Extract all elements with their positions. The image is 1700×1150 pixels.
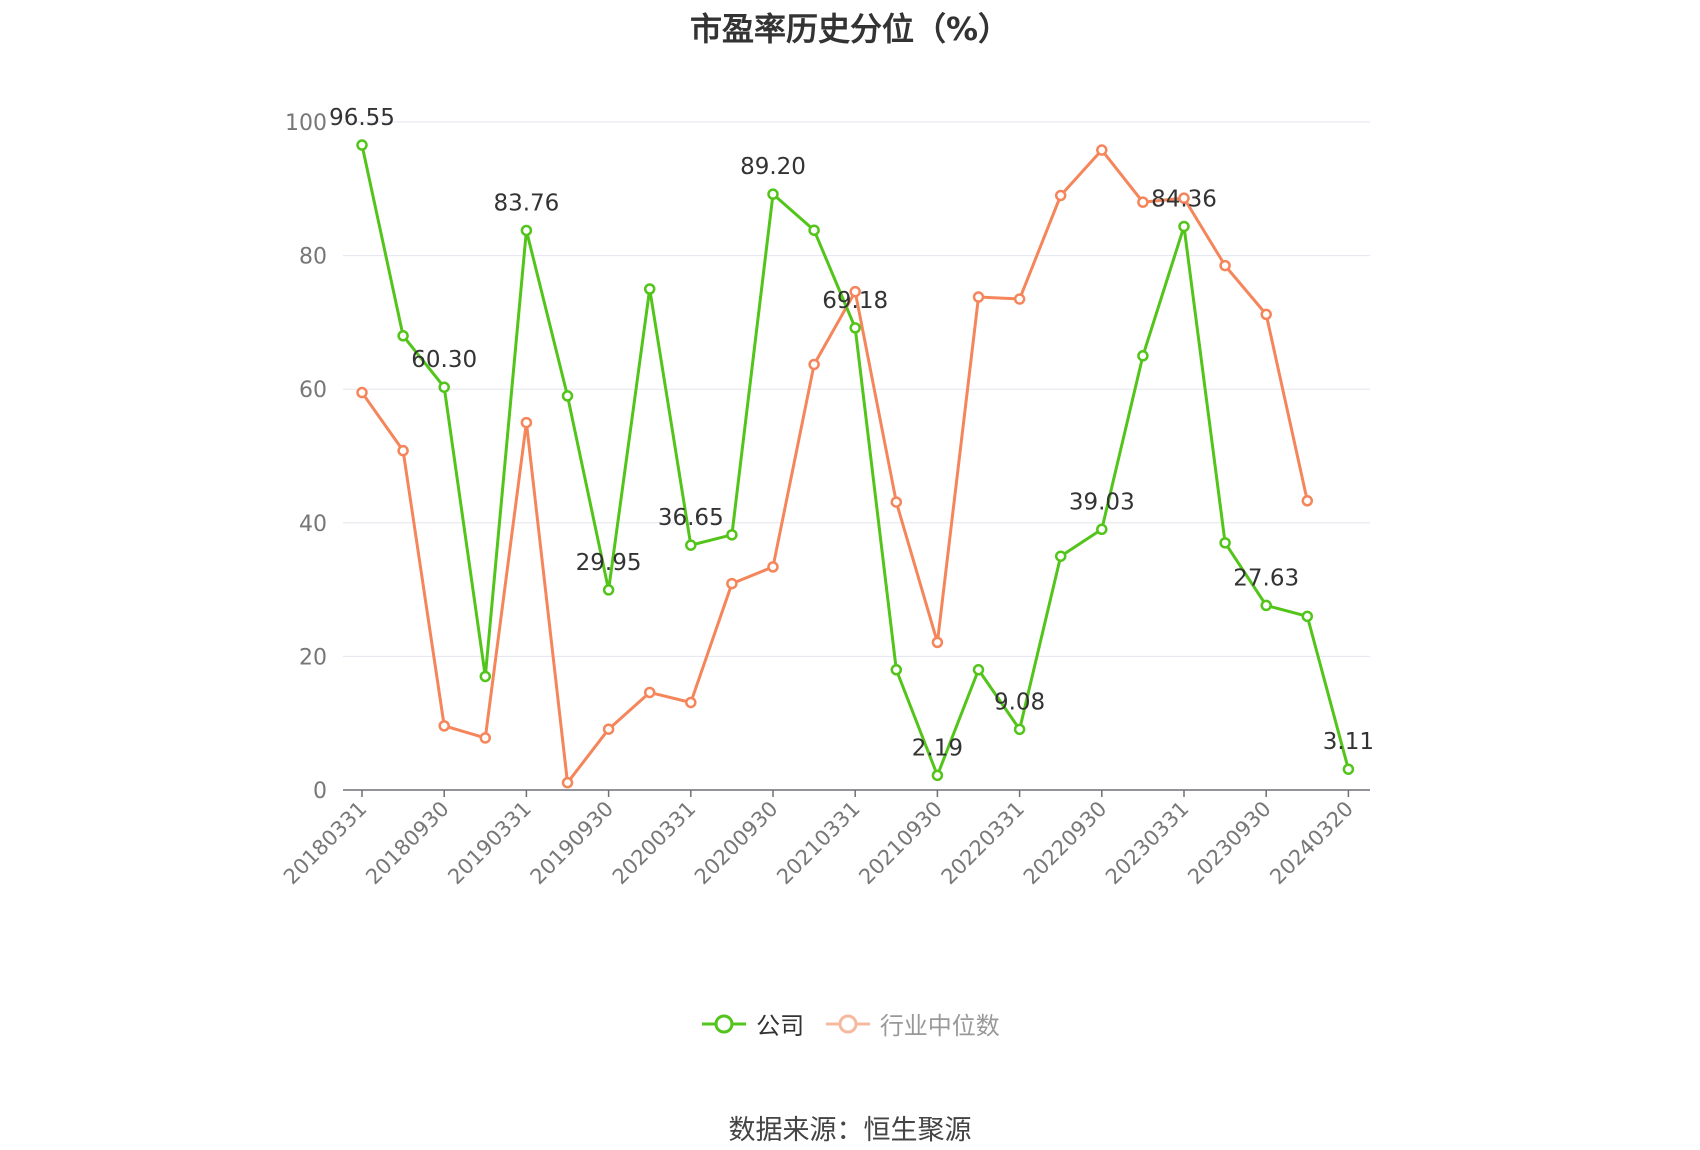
industry-point (890, 496, 903, 508)
company-point (643, 283, 656, 295)
x-tick-label: 20180331 (279, 797, 372, 890)
industry-point (1137, 196, 1149, 208)
industry-point (1013, 293, 1026, 305)
industry-point (438, 720, 450, 732)
company-point (890, 664, 903, 676)
company-point (602, 584, 615, 596)
industry-point (931, 636, 944, 649)
industry-point (356, 386, 368, 399)
industry-point (1219, 259, 1231, 272)
legend: 公司 行业中位数 (0, 1006, 1700, 1043)
company-point (931, 769, 944, 782)
x-tick-label: 20190930 (526, 797, 619, 890)
company-point (685, 539, 697, 551)
company-point (561, 390, 574, 402)
x-tick-label: 20210331 (772, 797, 865, 890)
industry-point (479, 732, 492, 744)
company-data-label: 83.76 (493, 190, 559, 216)
y-tick-label: 40 (299, 512, 327, 537)
company-point (1096, 523, 1108, 536)
industry-point (1260, 308, 1272, 321)
chart-title: 市盈率历史分位（%） (689, 10, 1011, 48)
company-data-label: 39.03 (1069, 489, 1135, 515)
company-point (438, 381, 450, 393)
legend-item-company[interactable]: 公司 (700, 1006, 804, 1041)
x-tick-label: 20200331 (608, 797, 701, 890)
industry-point (726, 577, 738, 590)
company-point (1013, 723, 1026, 736)
company-data-label: 96.55 (329, 105, 395, 131)
company-point (1342, 763, 1355, 775)
company-point (849, 322, 861, 334)
data-source-note: 数据来源：恒生聚源 (728, 1115, 972, 1146)
company-data-label: 2.19 (912, 735, 963, 761)
x-tick-label: 20180930 (361, 797, 454, 890)
industry-point (561, 776, 574, 789)
company-point (1301, 610, 1314, 623)
company-point (726, 529, 738, 541)
data-labels: 96.55 60.30 83.76 29.95 36.65 89.20 69.18 2.19 9… (329, 105, 1374, 761)
industry-point (1178, 192, 1190, 204)
company-point (397, 330, 409, 342)
industry-point (1301, 495, 1314, 507)
company-point (1178, 220, 1190, 233)
x-tick-label: 20220930 (1019, 797, 1112, 890)
industry-point (972, 291, 985, 303)
x-tick-label: 20200930 (690, 797, 783, 890)
industry-point (808, 358, 820, 371)
x-tick-label: 20240320 (1265, 797, 1358, 890)
company-data-label: 27.63 (1233, 565, 1299, 591)
company-data-label: 3.11 (1323, 729, 1374, 755)
company-data-label: 60.30 (411, 347, 477, 373)
company-point (1054, 550, 1067, 562)
company-point (1137, 350, 1149, 362)
legend-industry-marker-icon (825, 1014, 870, 1033)
company-point (972, 664, 985, 676)
y-tick-label: 20 (299, 645, 327, 670)
y-tick-label: 0 (313, 779, 327, 804)
legend-label-industry: 行业中位数 (879, 1012, 1000, 1040)
company-point (479, 670, 492, 683)
company-line (360, 144, 1350, 777)
y-tick-label: 80 (299, 245, 327, 270)
industry-point (1054, 189, 1067, 202)
x-tick-label: 20190331 (443, 797, 536, 890)
company-point (1260, 599, 1272, 612)
company-point (767, 188, 779, 200)
company-data-label: 69.18 (822, 288, 888, 314)
company-data-label: 36.65 (658, 505, 724, 531)
y-tick-label: 100 (285, 111, 327, 136)
company-data-label: 9.08 (994, 689, 1045, 715)
industry-point (767, 561, 779, 573)
industry-point (520, 416, 533, 429)
industry-point (397, 444, 409, 457)
legend-company-marker-icon (702, 1014, 747, 1033)
x-tick-label: 20230331 (1101, 797, 1194, 890)
industry-line (360, 148, 1309, 785)
company-point (520, 224, 533, 237)
company-data-label: 89.20 (740, 154, 806, 180)
company-point (1219, 537, 1231, 549)
industry-point (643, 686, 656, 699)
industry-point (1096, 144, 1108, 156)
x-tick-label: 20210930 (854, 797, 947, 890)
y-tick-label: 60 (299, 378, 327, 403)
series-lines (356, 139, 1355, 789)
x-tick-label: 20230930 (1183, 797, 1276, 890)
axes: 0 20 40 60 80 100 2018033120180930201903312019… (279, 111, 1370, 889)
company-data-label: 29.95 (576, 550, 642, 576)
industry-point (685, 696, 697, 709)
industry-point (849, 285, 861, 298)
company-point (808, 224, 820, 236)
industry-point (602, 723, 615, 735)
legend-label-company: 公司 (756, 1012, 805, 1040)
company-point (356, 139, 368, 151)
x-tick-label: 20220331 (937, 797, 1030, 890)
company-data-label: 84.36 (1151, 186, 1217, 212)
legend-item-industry[interactable]: 行业中位数 (824, 1006, 1000, 1041)
